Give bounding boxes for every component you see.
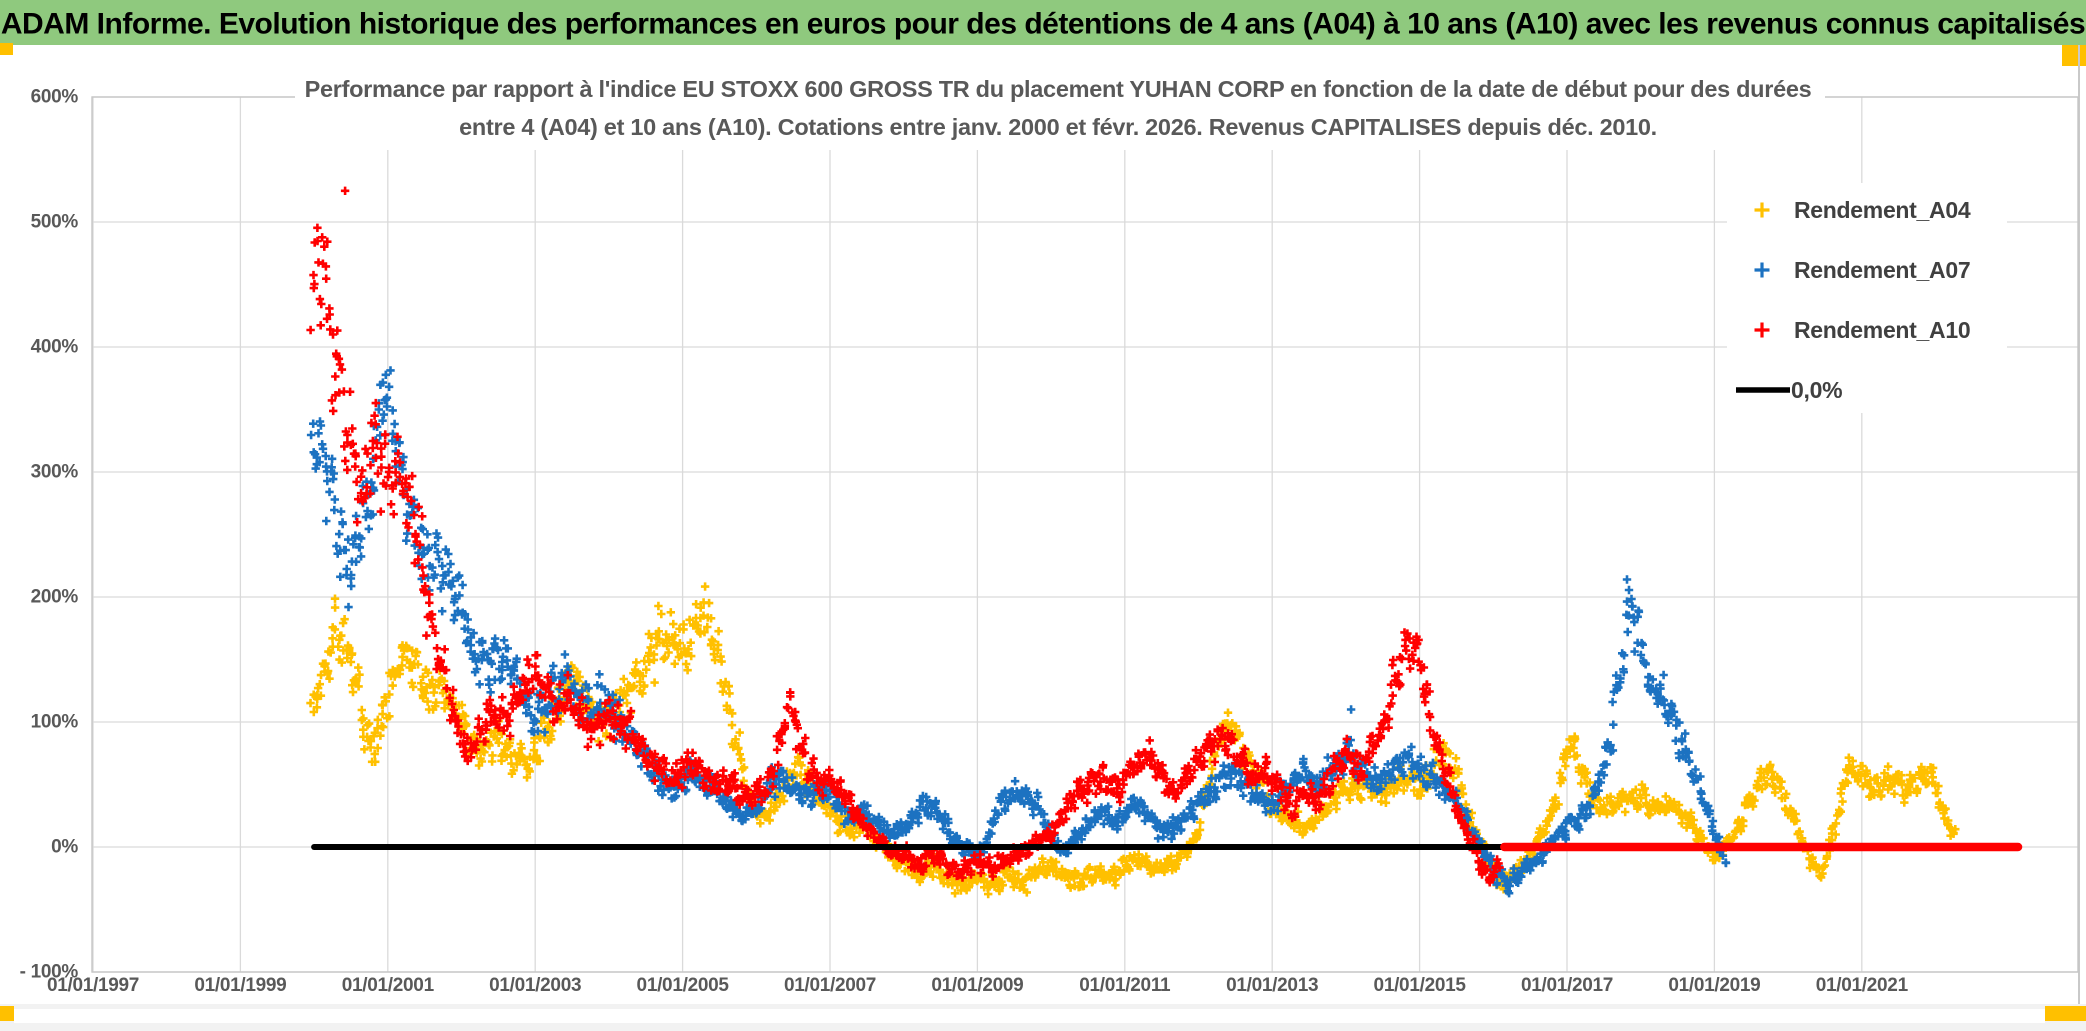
y-tick-label: 300% xyxy=(31,462,79,483)
bottom-strip-inner xyxy=(14,1009,2045,1023)
x-tick-label: 01/01/2019 xyxy=(1668,975,1760,996)
series-layer xyxy=(306,186,1960,899)
chart-subtitle-line2: entre 4 (A04) et 10 ans (A10). Cotations… xyxy=(459,114,1657,140)
x-tick-label: 01/01/2015 xyxy=(1374,975,1467,996)
y-tick-label: 400% xyxy=(31,337,79,358)
legend-plus-marker-icon xyxy=(1754,262,1770,278)
title-bar xyxy=(0,0,2086,45)
legend-label: Rendement_A04 xyxy=(1794,197,1971,223)
legend-backdrop xyxy=(1727,183,2007,413)
page-title: ADAM Informe. Evolution historique des p… xyxy=(1,8,2085,41)
y-tick-label: 0% xyxy=(51,837,78,858)
legend-item-0-0-: 0,0% xyxy=(1736,377,1843,403)
x-tick-label: 01/01/2013 xyxy=(1226,975,1318,996)
axis-labels: 600%500%400%300%200%100%0%- 100%01/01/19… xyxy=(20,87,1909,997)
x-tick-label: 01/01/2005 xyxy=(637,975,730,996)
accent-top-left-square xyxy=(0,43,13,55)
accent-bottom-left-square xyxy=(0,1006,14,1021)
x-tick-label: 01/01/2009 xyxy=(931,975,1023,996)
x-tick-label: 01/01/1997 xyxy=(47,975,139,996)
x-tick-label: 01/01/2021 xyxy=(1816,975,1909,996)
x-tick-label: 01/01/2017 xyxy=(1521,975,1613,996)
series-Rendement_A10 xyxy=(306,186,1504,887)
y-tick-label: - 100% xyxy=(20,962,79,983)
x-tick-label: 01/01/2007 xyxy=(784,975,876,996)
y-tick-label: 500% xyxy=(31,212,79,233)
legend-item-rendement-a07: Rendement_A07 xyxy=(1754,257,1971,283)
legend-label: 0,0% xyxy=(1791,377,1842,403)
legend-plus-marker-icon xyxy=(1754,322,1770,338)
x-tick-label: 01/01/1999 xyxy=(194,975,286,996)
y-tick-label: 100% xyxy=(31,712,79,733)
y-tick-label: 200% xyxy=(31,587,79,608)
right-edge-line xyxy=(2078,45,2080,1031)
legend-plus-marker-icon xyxy=(1754,202,1770,218)
accent-top-right-square xyxy=(2062,45,2086,66)
legend-label: Rendement_A07 xyxy=(1794,257,1970,283)
x-tick-label: 01/01/2003 xyxy=(489,975,581,996)
legend-item-rendement-a04: Rendement_A04 xyxy=(1754,197,1971,223)
x-tick-label: 01/01/2001 xyxy=(342,975,435,996)
legend-label: Rendement_A10 xyxy=(1794,317,1970,343)
accent-bottom-right-square xyxy=(2045,1006,2086,1021)
y-tick-label: 600% xyxy=(31,87,79,108)
legend: Rendement_A04 Rendement_A07 Rendement_A10 0… xyxy=(1727,183,2007,413)
x-tick-label: 01/01/2011 xyxy=(1079,975,1171,996)
chart-subtitle-line1: Performance par rapport à l'indice EU ST… xyxy=(305,76,1812,102)
legend-item-rendement-a10: Rendement_A10 xyxy=(1754,317,1971,343)
subtitle-backdrop xyxy=(295,76,1825,150)
